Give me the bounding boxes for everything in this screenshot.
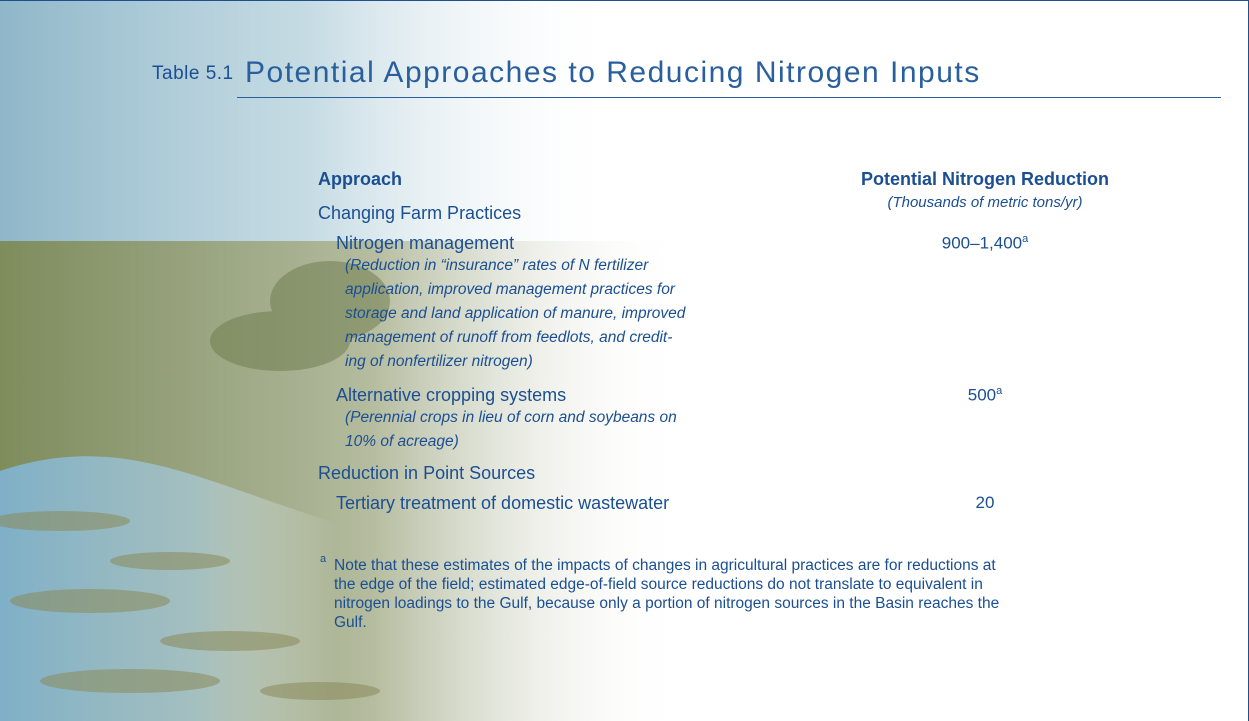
section-heading: Reduction in Point Sources [318,463,535,484]
footnote-line: Gulf. [334,614,367,632]
row-value: 900–1,400a [942,233,1029,254]
row-name: Alternative cropping systems [336,385,566,406]
title-rule [237,97,1221,98]
footnote-line: nitrogen loadings to the Gulf, because o… [334,595,999,613]
value-text: 500 [968,386,996,405]
footnote-line: the edge of the field; estimated edge-of… [334,576,983,594]
table-title: Potential Approaches to Reducing Nitroge… [245,56,981,90]
row-name: Tertiary treatment of domestic wastewate… [336,493,669,514]
row-name: Nitrogen management [336,233,514,254]
row-description: application, improved management practic… [345,281,675,299]
row-description: 10% of acreage) [345,433,459,451]
row-description: ing of nonfertilizer nitrogen) [345,353,533,371]
page: Table 5.1 Potential Approaches to Reduci… [0,0,1249,721]
footnote-line: Note that these estimates of the impacts… [334,557,996,575]
footnote-mark: a [320,553,326,565]
value-text: 900–1,400 [942,234,1022,253]
value-text: 20 [976,493,995,512]
background-photo [0,1,1248,721]
note-mark: a [996,385,1002,397]
row-value: 20 [976,493,995,513]
column-unit: (Thousands of metric tons/yr) [887,194,1082,211]
column-header: Potential Nitrogen Reduction [861,169,1109,190]
row-description: management of runoff from feedlots, and … [345,329,672,347]
note-mark: a [1022,233,1028,245]
column-header: Approach [318,169,402,190]
section-heading: Changing Farm Practices [318,203,521,224]
row-description: (Reduction in “insurance” rates of N fer… [345,257,648,275]
row-value: 500a [968,385,1003,406]
table-label: Table 5.1 [152,63,234,85]
row-description: storage and land application of manure, … [345,305,685,323]
row-description: (Perennial crops in lieu of corn and soy… [345,409,677,427]
